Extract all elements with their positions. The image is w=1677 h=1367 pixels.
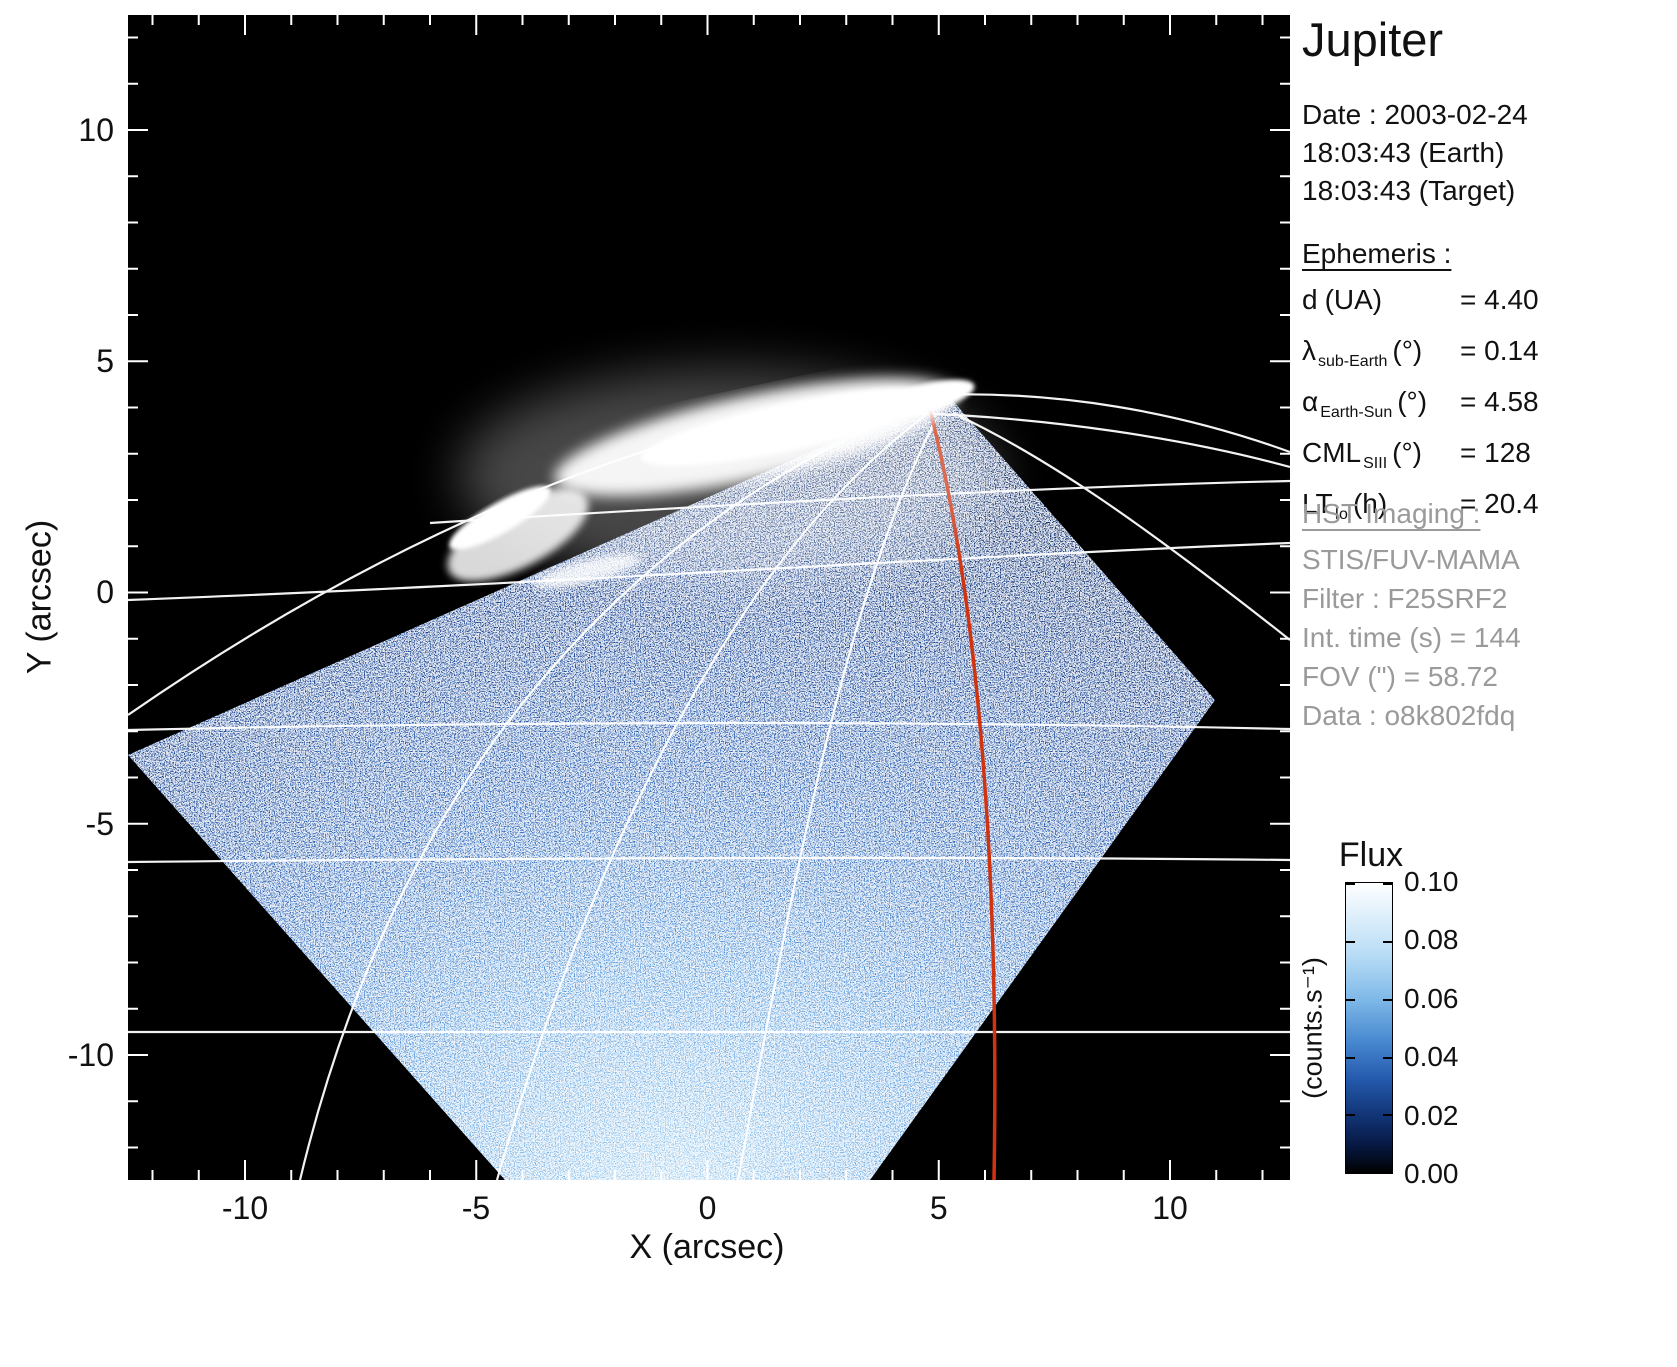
colorbar-ticks xyxy=(1346,883,1392,1173)
observation-time-earth: 18:03:43 (Earth) xyxy=(1302,137,1505,168)
observation-block: Date : 2003-02-24 18:03:43 (Earth) 18:03… xyxy=(1302,96,1528,210)
x-tick-label: 5 xyxy=(929,1190,948,1226)
x-tick-label: 0 xyxy=(698,1190,717,1226)
parallel-line xyxy=(128,1029,1290,1034)
hst-filter: Filter : F25SRF2 xyxy=(1302,583,1508,614)
ephemeris-heading: Ephemeris : xyxy=(1302,238,1452,269)
axis-ticks xyxy=(128,15,1290,1180)
hst-data-id: Data : o8k802fdq xyxy=(1302,700,1516,731)
x-tick-label: -10 xyxy=(221,1190,269,1226)
colorbar-tick-label: 0.00 xyxy=(1404,1158,1459,1189)
hst-instrument: STIS/FUV-MAMA xyxy=(1302,544,1520,575)
y-tick-label: 5 xyxy=(96,343,114,379)
observation-date: Date : 2003-02-24 xyxy=(1302,99,1528,130)
observation-time-target: 18:03:43 (Target) xyxy=(1302,175,1516,206)
colorbar-tick-label: 0.10 xyxy=(1404,866,1459,897)
x-tick-label: 10 xyxy=(1152,1190,1188,1226)
colorbar-tick-label: 0.04 xyxy=(1404,1041,1459,1072)
hst-imaging-heading: HST Imaging : xyxy=(1302,498,1481,529)
hst-imaging-block: STIS/FUV-MAMA Filter : F25SRF2 Int. time… xyxy=(1302,540,1521,735)
ephemeris-row: α Earth-Sun (°) = 4.58 xyxy=(1302,386,1539,421)
y-tick-label: -10 xyxy=(67,1037,114,1073)
ephemeris-row: d (UA) = 4.40 xyxy=(1302,284,1539,315)
aurora-oval xyxy=(447,370,998,589)
parallel-line xyxy=(128,856,1290,864)
x-tick-label: -5 xyxy=(461,1190,491,1226)
y-tick-label: 10 xyxy=(78,112,114,148)
y-tick-label: -5 xyxy=(85,806,114,842)
hst-fov: FOV (") = 58.72 xyxy=(1302,661,1498,692)
ephemeris-row: λ sub-Earth (°) = 0.14 xyxy=(1302,335,1539,370)
ephemeris-row: CML SIII (°) = 128 xyxy=(1302,437,1531,472)
colorbar-tick-label: 0.02 xyxy=(1404,1100,1459,1131)
colorbar-title: Flux xyxy=(1338,836,1404,874)
parallel-line xyxy=(128,722,1290,732)
aurora-image xyxy=(128,15,1290,1180)
colorbar xyxy=(1345,882,1393,1174)
y-tick-label: 0 xyxy=(96,574,114,610)
plot-area xyxy=(128,15,1290,1180)
ephemeris-row: LT Io (h) = 20.4 xyxy=(1302,488,1539,523)
colorbar-tick-label: 0.06 xyxy=(1404,983,1459,1014)
target-title: Jupiter xyxy=(1302,13,1444,66)
colorbar-unit-label: (counts.s⁻¹) xyxy=(1297,957,1328,1099)
parallel-line xyxy=(907,411,1290,469)
hst-int-time: Int. time (s) = 144 xyxy=(1302,622,1521,653)
fov-image xyxy=(128,392,1215,1180)
ephemeris-table: d (UA) = 4.40 λ sub-Earth (°) = 0.14 α Earth-S… xyxy=(1302,280,1539,535)
colorbar-tick-label: 0.08 xyxy=(1404,924,1459,955)
x-axis-label: X (arcsec) xyxy=(629,1228,785,1266)
meridian-line xyxy=(952,412,1290,641)
